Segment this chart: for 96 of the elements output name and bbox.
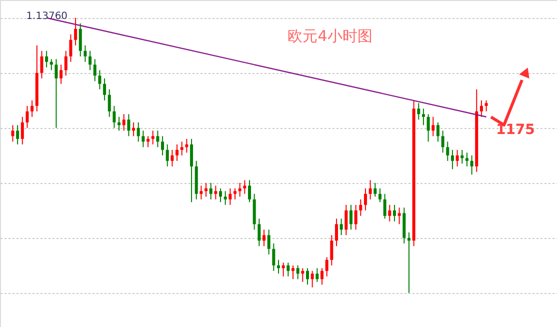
candlestick: [258, 218, 261, 247]
candlestick: [310, 270, 314, 288]
candlestick: [214, 185, 218, 200]
candlestick: [136, 122, 140, 142]
candlestick: [219, 188, 222, 203]
candlestick: [456, 149, 459, 167]
candlestick: [330, 234, 334, 266]
candlestick: [50, 58, 53, 71]
candlestick: [432, 116, 435, 137]
candlestick: [272, 242, 276, 272]
candlestick: [484, 100, 488, 112]
candlestick: [40, 50, 44, 79]
candlestick: [54, 58, 58, 128]
candlestick: [30, 100, 34, 118]
candlestick: [45, 50, 48, 68]
candlestick: [224, 190, 227, 206]
candlestick: [127, 114, 130, 137]
candlestick: [64, 50, 68, 76]
candlestick: [282, 262, 285, 277]
candlestick: [204, 182, 208, 198]
candlestick: [426, 114, 430, 142]
candlestick: [359, 198, 362, 216]
candlestick: [344, 204, 348, 236]
candlestick: [388, 204, 392, 222]
candlestick: [234, 188, 237, 200]
candlestick: [190, 138, 194, 203]
candlestick: [200, 185, 203, 200]
candlestick: [296, 264, 300, 280]
candlestick: [417, 102, 420, 120]
candlestick: [151, 130, 154, 145]
candlestick: [470, 154, 474, 176]
candlestick: [20, 116, 24, 145]
candlestick: [132, 122, 136, 137]
candlestick: [398, 207, 401, 225]
candlestick: [16, 124, 20, 145]
candlestick: [11, 124, 14, 142]
text: 1175: [496, 122, 535, 138]
candlestick: [422, 108, 425, 126]
candlestick: [320, 268, 324, 286]
candlestick: [325, 256, 328, 277]
candlestick: [243, 180, 246, 194]
candlestick: [112, 105, 116, 128]
candlestick: [277, 259, 280, 274]
candlestick: [142, 130, 145, 148]
candlestick: [103, 78, 106, 101]
candlestick: [446, 141, 450, 162]
candlestick: [146, 136, 150, 148]
candlestick: [368, 180, 372, 200]
candlestick: [88, 50, 92, 71]
candlestick: [122, 114, 126, 132]
candlestick: [286, 262, 290, 277]
candlestick: [60, 64, 63, 84]
candlestick: [407, 232, 410, 294]
candlestick: [267, 229, 270, 255]
candlestick: [436, 122, 440, 142]
candlestick: [316, 268, 319, 282]
candlestick: [176, 144, 179, 162]
candlestick: [69, 34, 72, 62]
candlestick: [291, 264, 294, 280]
candlestick: [78, 22, 82, 57]
candlestick: [460, 149, 464, 164]
candlestick: [383, 193, 386, 220]
candlestick: [364, 188, 367, 211]
candlestick: [118, 116, 121, 132]
candlestick: [185, 138, 188, 154]
candlestick: [156, 130, 160, 148]
candlestick: [301, 268, 304, 282]
candlestick: [378, 188, 382, 203]
candlestick: [26, 105, 29, 128]
candlestick: [74, 17, 78, 46]
candlestick: [262, 229, 266, 247]
candlestick: [108, 88, 111, 118]
candlestick: [84, 44, 87, 62]
candlestick: [98, 70, 102, 90]
candlestick: [180, 141, 184, 156]
candlestick: [349, 204, 352, 230]
candlestick: [238, 182, 242, 198]
candlestick: [228, 188, 232, 206]
candlestick: [93, 58, 96, 82]
candlestick: [248, 180, 252, 203]
candlestick: [209, 182, 212, 200]
candlestick: [334, 218, 338, 247]
candlestick: [306, 268, 309, 286]
candlestick: [161, 136, 164, 156]
candlestick: [166, 144, 169, 167]
candlestick: [441, 130, 444, 154]
annotation: 1.13760: [26, 10, 68, 22]
text: 欧元4小时图: [288, 27, 372, 45]
candlestick: [450, 149, 454, 170]
candlestick: [354, 204, 358, 230]
candlestick: [374, 182, 377, 198]
candlestick: [480, 100, 483, 118]
candlestick: [392, 204, 396, 222]
candlestick: [465, 152, 468, 167]
candlestick: [170, 149, 174, 167]
candlestick: [340, 218, 343, 236]
